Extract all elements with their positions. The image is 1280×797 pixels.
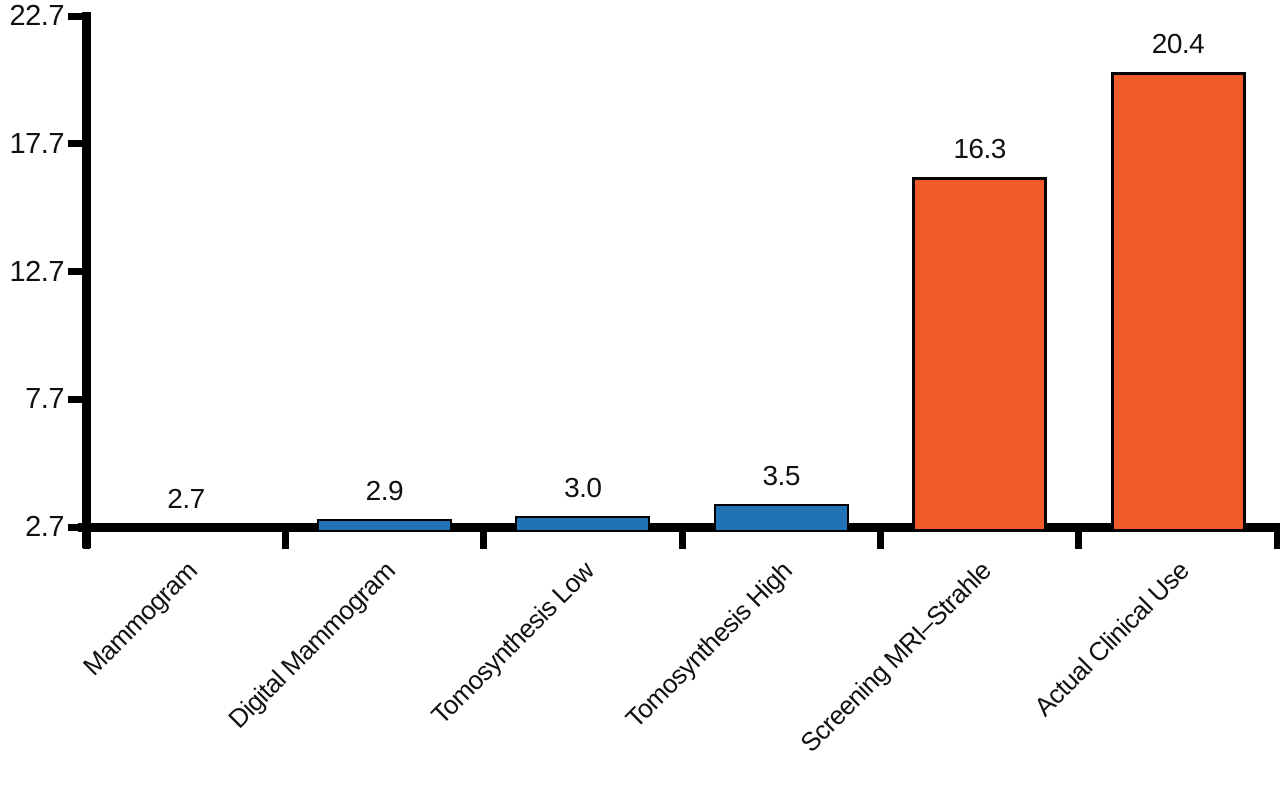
y-axis-tick <box>68 523 91 531</box>
y-axis-tick <box>68 395 91 403</box>
x-axis-tick <box>83 523 91 549</box>
y-axis-tick-label: 22.7 <box>9 0 65 33</box>
x-axis-category-label: Screening MRI–Strahle <box>793 555 997 758</box>
bar-value-label: 3.5 <box>762 459 800 491</box>
bar <box>1110 71 1246 532</box>
x-axis-tick <box>1075 523 1083 549</box>
x-axis-tick <box>480 523 488 549</box>
bar <box>713 503 849 532</box>
y-axis-line <box>82 12 91 548</box>
bar-value-label: 2.9 <box>365 474 404 506</box>
x-axis-tick <box>281 523 289 549</box>
x-axis-tick <box>1273 523 1280 549</box>
bar-value-label: 20.4 <box>1151 27 1205 59</box>
x-axis-category-label: Actual Clinical Use <box>1028 555 1195 722</box>
y-axis-tick-label: 17.7 <box>9 127 65 160</box>
bar <box>515 516 651 532</box>
bar-value-label: 2.7 <box>167 483 205 514</box>
bar <box>912 176 1048 532</box>
bar-value-label: 16.3 <box>953 132 1006 164</box>
x-axis-category-label: Digital Mammogram <box>222 555 402 734</box>
y-axis-tick-label: 2.7 <box>25 511 64 543</box>
x-axis-tick <box>876 523 884 549</box>
y-axis-tick-label: 12.7 <box>9 255 65 288</box>
x-axis-line <box>78 523 1278 532</box>
x-axis-category-label: Tomosynthesis Low <box>424 555 600 730</box>
y-axis-tick <box>68 140 91 148</box>
y-axis-tick-label: 7.7 <box>25 383 64 416</box>
x-axis-category-label: Tomosynthesis High <box>619 555 798 734</box>
bar <box>316 518 452 532</box>
x-axis-tick <box>678 523 686 549</box>
bar-value-label: 3.0 <box>564 472 602 504</box>
y-axis-tick <box>68 12 91 20</box>
y-axis-tick <box>68 268 91 276</box>
